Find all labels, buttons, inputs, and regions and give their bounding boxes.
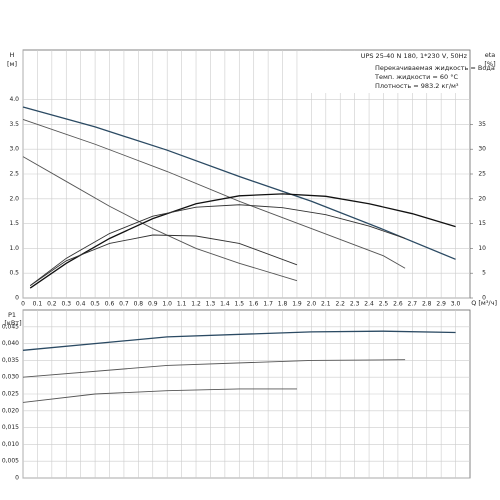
y-tick-label: 0,015: [2, 424, 19, 431]
info-text: Темп. жидкости = 60 °C: [374, 73, 458, 81]
x-tick-label: 0.9: [148, 301, 158, 308]
y-tick-label: 0,045: [2, 323, 19, 330]
y-axis-unit: [кВт]: [4, 319, 21, 327]
x-tick-label: 2.2: [335, 301, 345, 308]
y2-axis-label: eta: [485, 51, 496, 59]
y-axis-label: P1: [8, 311, 16, 319]
y2-axis-unit: [%]: [484, 60, 495, 68]
x-tick-label: 1.9: [292, 301, 302, 308]
x-tick-label: 0.4: [76, 301, 86, 308]
y-tick-label: 0: [15, 475, 19, 482]
x-tick-label: 1.8: [278, 301, 288, 308]
y-tick-label: 0,040: [2, 340, 19, 347]
y-axis-unit: [м]: [7, 60, 17, 68]
y-tick-label: 2.0: [9, 195, 19, 202]
x-tick-label: 2.7: [408, 301, 418, 308]
x-tick-label: 1.6: [249, 301, 259, 308]
curve: [22, 106, 456, 260]
y-tick-label: 0: [15, 295, 19, 302]
x-tick-label: 0.7: [119, 301, 129, 308]
x-tick-label: 0.8: [134, 301, 144, 308]
y2-tick-label: 35: [478, 121, 486, 128]
x-tick-label: 0.1: [33, 301, 43, 308]
x-tick-label: 0: [21, 301, 25, 308]
y-tick-label: 3.0: [9, 146, 19, 153]
x-tick-label: 2.3: [350, 301, 360, 308]
curve: [22, 330, 456, 351]
y2-tick-label: 15: [478, 220, 486, 227]
y2-tick-label: 20: [478, 195, 486, 202]
x-tick-label: 0.6: [105, 301, 115, 308]
x-tick-label: 0.2: [47, 301, 57, 308]
x-tick-label: 1.1: [177, 301, 187, 308]
x-tick-label: 2.8: [422, 301, 432, 308]
y2-tick-label: 0: [482, 295, 486, 302]
y-tick-label: 0,005: [2, 458, 19, 465]
y2-tick-label: 30: [478, 146, 486, 153]
curve: [22, 119, 406, 269]
x-axis-label: Q [м³/ч]: [471, 299, 497, 307]
y-tick-label: 0,020: [2, 407, 19, 414]
y-tick-label: 0,035: [2, 357, 19, 364]
curve: [29, 204, 406, 286]
x-tick-label: 1.5: [235, 301, 245, 308]
info-box: [300, 51, 469, 93]
x-tick-label: 1.0: [162, 301, 172, 308]
x-tick-label: 2.9: [436, 301, 446, 308]
info-text: Перекачиваемая жидкость = Вода: [375, 64, 495, 72]
info-text: UPS 25-40 N 180, 1*230 V, 50Hz: [361, 52, 468, 60]
y-tick-label: 1.0: [9, 245, 19, 252]
x-tick-label: 1.3: [206, 301, 216, 308]
y-tick-label: 1.5: [9, 220, 19, 227]
y2-tick-label: 10: [478, 245, 486, 252]
x-tick-label: 2.6: [393, 301, 403, 308]
y-tick-label: 3.5: [9, 121, 19, 128]
x-tick-label: 0.5: [90, 301, 100, 308]
y-tick-label: 2.5: [9, 171, 19, 178]
curve: [22, 156, 298, 282]
curve: [22, 388, 297, 403]
x-tick-label: 3.0: [451, 301, 461, 308]
x-tick-label: 1.4: [220, 301, 230, 308]
y-tick-label: 0,030: [2, 374, 19, 381]
y-tick-label: 0.5: [9, 270, 19, 277]
y2-tick-label: 25: [478, 171, 486, 178]
y2-tick-label: 5: [482, 270, 486, 277]
y-tick-label: 4.0: [9, 96, 19, 103]
x-tick-label: 1.7: [263, 301, 273, 308]
curve: [29, 193, 456, 289]
curve: [29, 234, 298, 286]
x-tick-label: 2.5: [379, 301, 389, 308]
y-tick-label: 0,025: [2, 391, 19, 398]
curve: [22, 359, 406, 378]
y-axis-label: H: [10, 51, 15, 59]
info-text: Плотность = 983.2 кг/м³: [375, 82, 459, 90]
x-tick-label: 2.0: [307, 301, 317, 308]
x-tick-label: 0.3: [61, 301, 71, 308]
x-tick-label: 2.1: [321, 301, 331, 308]
x-tick-label: 1.2: [191, 301, 201, 308]
x-tick-label: 2.4: [364, 301, 374, 308]
y-tick-label: 0,010: [2, 441, 19, 448]
